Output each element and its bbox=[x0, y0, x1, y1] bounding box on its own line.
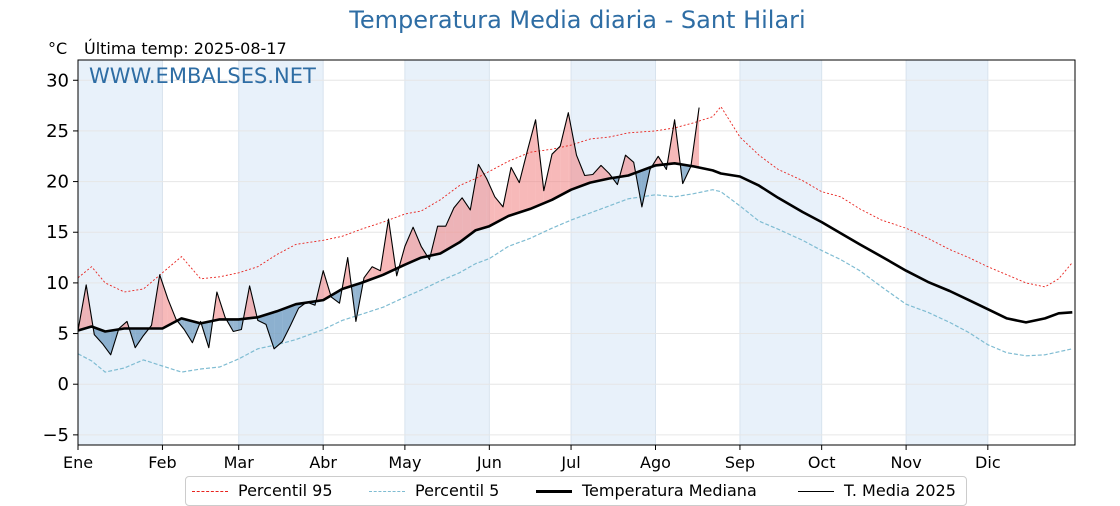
watermark: WWW.EMBALSES.NET bbox=[89, 64, 316, 88]
y-tick-label: 0 bbox=[58, 374, 69, 395]
y-tick-label: 25 bbox=[46, 121, 69, 142]
month-band bbox=[906, 60, 988, 445]
fill-above-median bbox=[487, 179, 495, 227]
fill-above-median bbox=[552, 146, 560, 200]
legend-label-actual: T. Media 2025 bbox=[844, 481, 956, 500]
x-tick-label: Mar bbox=[224, 453, 255, 472]
legend-label-p95: Percentil 95 bbox=[238, 481, 333, 500]
y-tick-label: 20 bbox=[46, 172, 69, 193]
month-band bbox=[78, 60, 162, 445]
x-tick-label: Nov bbox=[890, 453, 921, 472]
x-tick-label: Jul bbox=[560, 453, 580, 472]
x-tick-label: Jun bbox=[476, 453, 502, 472]
fill-above-median bbox=[560, 113, 568, 196]
x-tick-label: Ago bbox=[640, 453, 671, 472]
legend-label-median: Temperatura Mediana bbox=[582, 481, 757, 500]
x-tick-label: Oct bbox=[808, 453, 836, 472]
month-band bbox=[571, 60, 655, 445]
y-tick-label: 10 bbox=[46, 273, 69, 294]
x-tick-label: Dic bbox=[975, 453, 1001, 472]
x-tick-label: May bbox=[388, 453, 421, 472]
y-tick-label: 15 bbox=[46, 222, 69, 243]
fill-above-median bbox=[519, 150, 527, 212]
x-tick-label: Ene bbox=[63, 453, 93, 472]
legend-label-p5: Percentil 5 bbox=[415, 481, 499, 500]
y-tick-label: 30 bbox=[46, 70, 69, 91]
legend-swatch-p95 bbox=[192, 491, 228, 492]
x-tick-label: Sep bbox=[725, 453, 755, 472]
y-tick-label: −5 bbox=[42, 425, 69, 446]
legend-swatch-median bbox=[536, 490, 572, 493]
x-tick-label: Feb bbox=[148, 453, 176, 472]
y-tick-label: 5 bbox=[58, 324, 69, 345]
legend-swatch-actual bbox=[798, 491, 834, 492]
month-band bbox=[740, 60, 822, 445]
legend: Percentil 95 Percentil 5 Temperatura Med… bbox=[185, 476, 967, 506]
legend-swatch-p5 bbox=[369, 491, 405, 492]
x-tick-label: Abr bbox=[309, 453, 337, 472]
